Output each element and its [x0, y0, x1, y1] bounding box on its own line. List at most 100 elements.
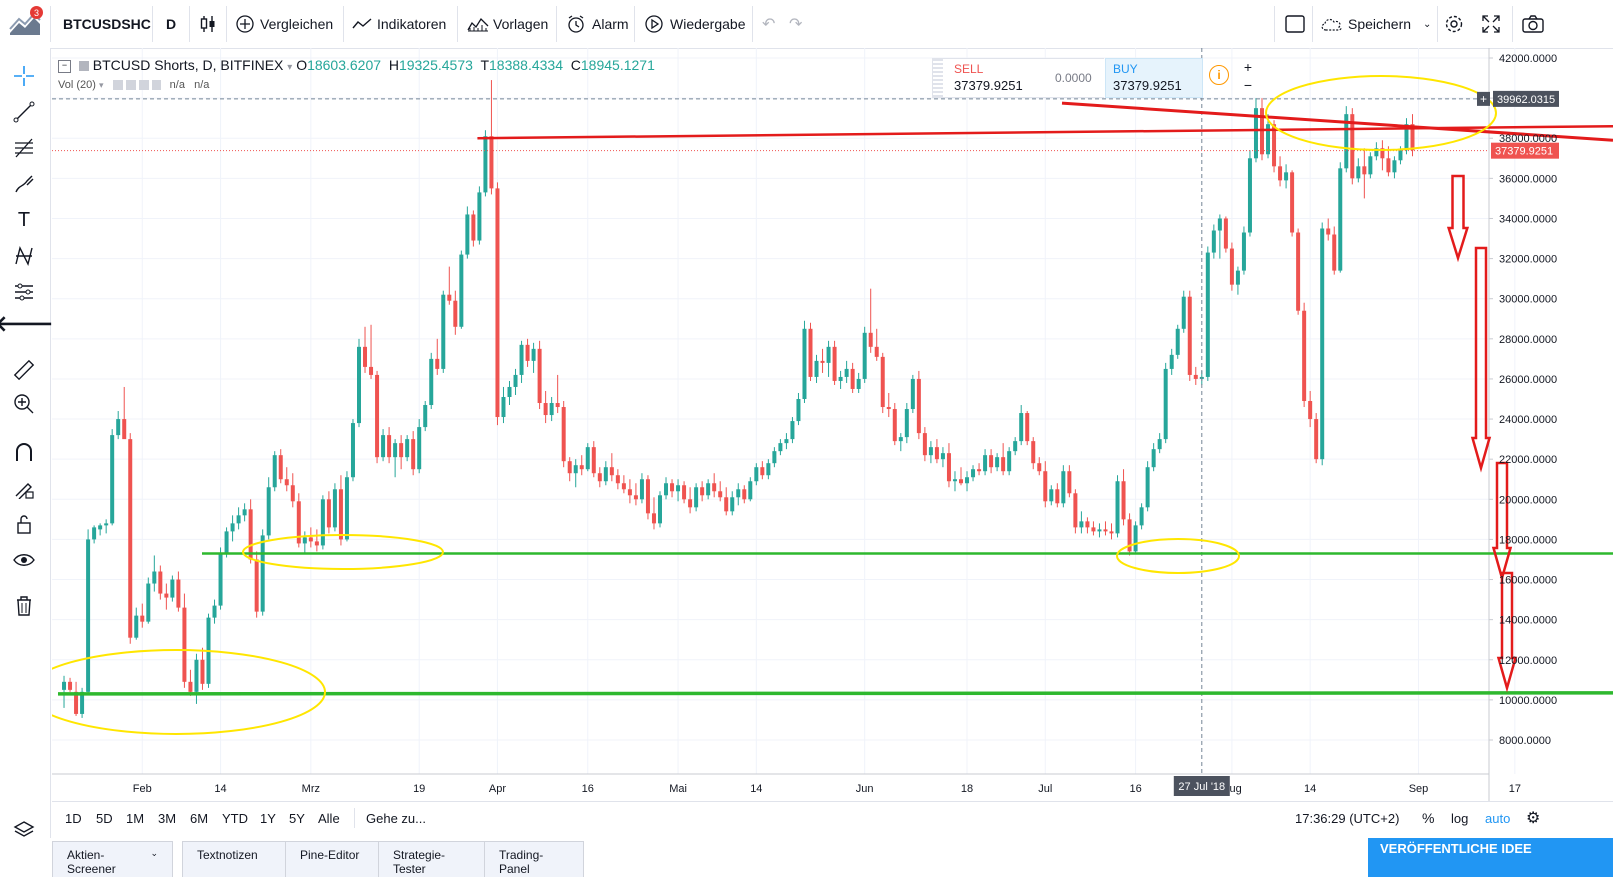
save-button[interactable]: Speichern ⌄ [1320, 0, 1431, 48]
interval-button[interactable]: D [166, 16, 177, 32]
candle-body [1229, 248, 1234, 285]
range-all[interactable]: Alle [318, 810, 340, 826]
prediction-icon[interactable] [10, 278, 38, 306]
plus-icon[interactable]: + [1243, 59, 1253, 75]
candle-body [874, 346, 879, 357]
trash-icon[interactable] [10, 592, 38, 620]
candle-body [922, 433, 927, 456]
alert-button[interactable]: Alarm [566, 0, 629, 48]
highlight-ellipse [242, 534, 444, 570]
ruler-icon[interactable] [10, 356, 38, 384]
legend-title[interactable]: BTCUSD Shorts, D, BITFINEX [92, 57, 284, 73]
candle-body [1037, 463, 1042, 472]
candle-body [230, 523, 235, 532]
symbol-search[interactable]: BTCUSDSHC [63, 16, 151, 32]
legend-dropdown-icon[interactable]: ▾ [287, 62, 293, 73]
buy-button[interactable]: BUY 37379.9251 [1105, 58, 1203, 98]
range-5y[interactable]: 5Y [289, 810, 305, 826]
tab-stock-screener[interactable]: Aktien-Screener ⌄ [52, 841, 173, 877]
fib-tool-icon[interactable] [10, 134, 38, 162]
magnet-icon[interactable] [10, 438, 38, 466]
candle-body [633, 495, 638, 500]
candle-body [904, 409, 909, 438]
volume-label[interactable]: Vol (20) [58, 79, 96, 91]
back-arrow-icon[interactable]: 🡐 [0, 311, 54, 336]
candle-body [742, 489, 747, 500]
chart-settings-gear-icon[interactable]: ⚙ [1526, 810, 1541, 827]
eye-icon[interactable] [10, 546, 38, 574]
notification-badge[interactable]: 3 [30, 6, 43, 19]
log-toggle[interactable]: log [1451, 810, 1469, 826]
redo-icon[interactable]: ↷ [789, 16, 803, 33]
lock-icon[interactable] [10, 510, 38, 538]
candle-body [122, 419, 127, 440]
candle-body [332, 489, 337, 528]
tab-text-notes[interactable]: Textnotizen [182, 841, 287, 877]
tab-strategy-tester[interactable]: Strategie-Tester [378, 841, 486, 877]
candle-body [399, 443, 404, 458]
time-tick-label: 19 [413, 783, 425, 795]
candle-body [519, 344, 524, 375]
goto-date-button[interactable]: Gehe zu... [366, 810, 426, 826]
alert-label: Alarm [592, 16, 629, 32]
candle-body [1049, 489, 1054, 502]
range-1d[interactable]: 1D [65, 810, 82, 826]
candle-body [62, 681, 67, 690]
templates-button[interactable]: Vorlagen [467, 0, 548, 48]
expand-icon[interactable] [1482, 0, 1500, 48]
candle-body [952, 479, 957, 482]
tab-pine-editor[interactable]: Pine-Editor [285, 841, 381, 877]
zoom-icon[interactable] [10, 390, 38, 418]
volume-settings-icon[interactable] [112, 80, 161, 91]
candle-body [1338, 168, 1343, 271]
lock-drawing-icon[interactable] [10, 474, 38, 502]
candle-body [826, 346, 831, 363]
open-value: 18603.6207 [307, 57, 382, 73]
minus-icon[interactable]: − [1243, 77, 1253, 93]
replay-button[interactable]: Wiedergabe [644, 0, 746, 48]
trendline-icon[interactable] [10, 98, 38, 126]
compare-button[interactable]: Vergleichen [235, 0, 333, 48]
range-1y[interactable]: 1Y [260, 810, 276, 826]
range-3m[interactable]: 3M [158, 810, 177, 826]
publish-idea-button[interactable]: VERÖFFENTLICHE IDEE [1368, 838, 1613, 877]
brush-icon[interactable] [10, 170, 38, 198]
tab-trading-panel[interactable]: Trading-Panel [484, 841, 584, 877]
templates-label: Vorlagen [493, 16, 549, 32]
camera-icon[interactable] [1522, 0, 1544, 48]
candle-body [1374, 148, 1379, 157]
collapse-legend-icon[interactable]: − [58, 59, 71, 73]
price-chart[interactable]: 42000.000040000.000038000.000036000.0000… [52, 48, 1613, 801]
range-1m[interactable]: 1M [126, 810, 145, 826]
candle-body [736, 489, 741, 498]
candle-body [302, 537, 307, 544]
sell-button[interactable]: SELL 37379.9251 [932, 58, 1046, 98]
clock-timezone[interactable]: 17:36:29 (UTC+2) [1295, 810, 1400, 826]
candle-body [1031, 441, 1036, 464]
crosshair-date-box [1173, 776, 1230, 796]
text-tool-icon[interactable]: T [17, 208, 31, 231]
info-icon[interactable]: i [1209, 65, 1229, 85]
down-arrow-2 [1470, 246, 1492, 473]
candle-body [128, 439, 133, 638]
tab-label: Pine-Editor [300, 848, 360, 862]
high-value: 19325.4573 [398, 57, 473, 73]
undo-icon[interactable]: ↶ [762, 16, 776, 33]
range-5d[interactable]: 5D [96, 810, 113, 826]
auto-toggle[interactable]: auto [1485, 810, 1511, 826]
chart-style-icon[interactable] [199, 0, 217, 48]
gear-icon[interactable] [1444, 0, 1464, 48]
layers-icon[interactable] [10, 816, 38, 844]
fullscreen-toggle-icon[interactable] [1285, 0, 1305, 48]
pattern-icon[interactable] [10, 242, 38, 270]
range-6m[interactable]: 6M [190, 810, 209, 826]
candle-body [1133, 525, 1138, 552]
crosshair-icon[interactable] [10, 62, 38, 90]
range-ytd[interactable]: YTD [222, 810, 248, 826]
indicators-button[interactable]: Indikatoren [352, 0, 446, 48]
chart-legend: − BTCUSD Shorts, D, BITFINEX ▾ O18603.62… [58, 57, 655, 73]
candle-body [1019, 413, 1024, 442]
percent-toggle[interactable]: % [1422, 810, 1435, 826]
candle-body [489, 136, 494, 189]
candle-body [928, 447, 933, 456]
